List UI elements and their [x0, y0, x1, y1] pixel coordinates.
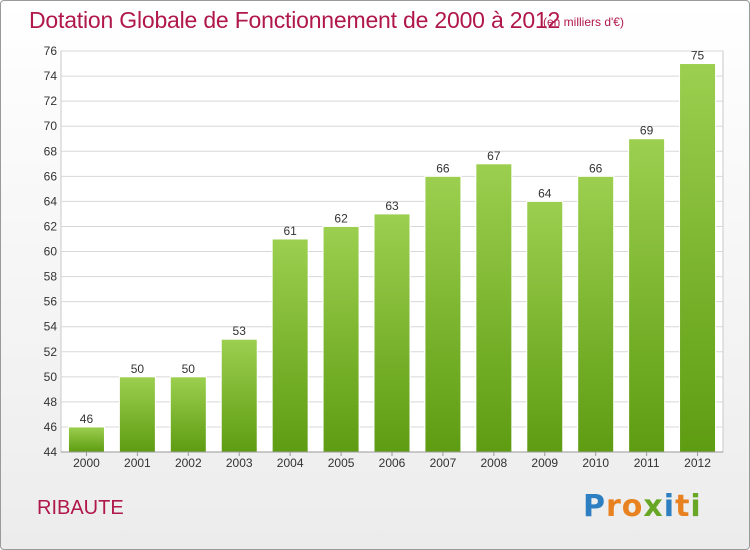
bar — [526, 200, 564, 453]
bar — [118, 376, 156, 453]
x-tick-label: 2009 — [531, 456, 558, 470]
x-tick-label: 2005 — [328, 456, 355, 470]
bar — [424, 175, 462, 453]
data-label: 50 — [182, 362, 196, 376]
logo-letter: P — [583, 489, 606, 524]
x-tick-label: 2008 — [480, 456, 507, 470]
data-label: 53 — [233, 324, 247, 338]
logo-letter: r — [606, 489, 622, 524]
y-tick-label: 68 — [44, 144, 58, 158]
y-tick-label: 62 — [44, 219, 58, 233]
bar — [628, 138, 666, 453]
proxiti-logo: Proxiti — [583, 489, 702, 524]
data-label: 66 — [589, 161, 603, 175]
x-tick-label: 2011 — [634, 456, 660, 470]
x-tick-label: 2010 — [582, 456, 609, 470]
data-label: 63 — [385, 199, 399, 213]
bar — [271, 238, 309, 453]
y-tick-label: 44 — [44, 445, 58, 459]
x-tick-label: 2003 — [226, 456, 253, 470]
x-tick-label: 2006 — [379, 456, 406, 470]
x-tick-label: 2007 — [430, 456, 457, 470]
x-tick-label: 2012 — [684, 456, 711, 470]
bar — [220, 338, 258, 453]
logo-letter: i — [690, 489, 702, 524]
bar — [475, 163, 513, 453]
bar — [67, 426, 105, 453]
x-tick-label: 2000 — [73, 456, 100, 470]
y-tick-label: 74 — [44, 69, 58, 83]
y-tick-label: 70 — [44, 119, 58, 133]
bar — [322, 225, 360, 453]
logo-letter: o — [621, 489, 644, 524]
y-tick-label: 56 — [44, 295, 58, 309]
data-label: 66 — [436, 161, 450, 175]
x-tick-label: 2002 — [175, 456, 202, 470]
data-label: 50 — [131, 362, 145, 376]
y-tick-label: 64 — [44, 194, 58, 208]
bar — [373, 213, 411, 453]
y-tick-label: 58 — [44, 270, 58, 284]
y-tick-label: 54 — [44, 320, 58, 334]
data-label: 75 — [691, 49, 705, 63]
y-tick-label: 48 — [44, 395, 58, 409]
x-tick-label: 2001 — [124, 456, 151, 470]
chart-subtitle: (en milliers d'€) — [543, 15, 624, 29]
data-label: 69 — [640, 124, 654, 138]
y-tick-label: 46 — [44, 420, 58, 434]
bar — [679, 63, 717, 453]
data-label: 64 — [538, 186, 552, 200]
data-label: 61 — [283, 224, 297, 238]
logo-letter: t — [675, 489, 691, 524]
data-label: 46 — [80, 412, 94, 426]
bar — [577, 175, 615, 453]
y-tick-label: 50 — [44, 370, 58, 384]
chart-title: Dotation Globale de Fonctionnement de 20… — [29, 7, 561, 33]
commune-name: RIBAUTE — [37, 497, 124, 519]
y-tick-label: 76 — [44, 44, 58, 58]
logo-letter: i — [663, 489, 676, 524]
logo-letter: x — [643, 489, 664, 524]
y-tick-label: 72 — [44, 94, 58, 108]
x-tick-label: 2004 — [277, 456, 304, 470]
y-tick-label: 60 — [44, 245, 58, 259]
bar — [169, 376, 207, 453]
data-label: 62 — [334, 211, 348, 225]
y-tick-label: 52 — [44, 345, 58, 359]
y-tick-label: 66 — [44, 169, 58, 183]
data-label: 67 — [487, 149, 501, 163]
